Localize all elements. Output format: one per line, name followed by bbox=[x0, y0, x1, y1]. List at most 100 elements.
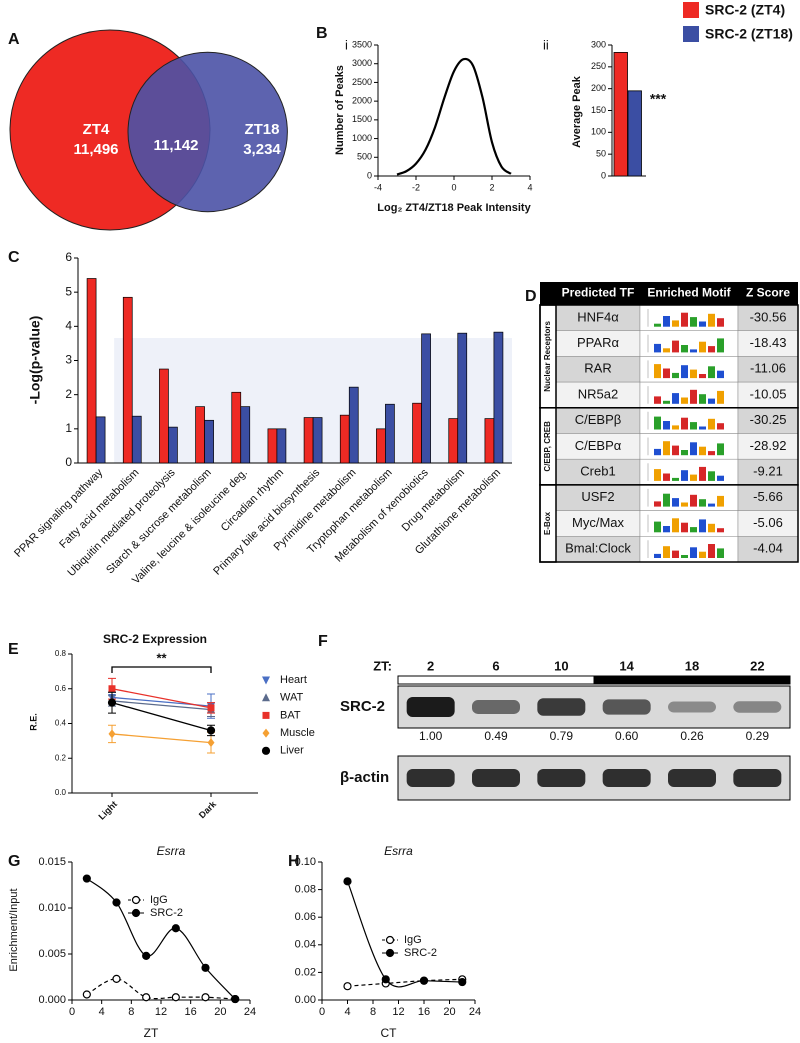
bar bbox=[484, 418, 495, 464]
marker bbox=[131, 895, 141, 905]
motif-logo bbox=[690, 317, 697, 327]
motif-logo bbox=[708, 418, 715, 430]
timepoint: 22 bbox=[750, 658, 764, 673]
motif-logo bbox=[654, 469, 661, 481]
motif-logo bbox=[708, 451, 715, 456]
motif-logo bbox=[672, 340, 679, 353]
marker bbox=[385, 948, 395, 958]
bar bbox=[122, 296, 133, 464]
motif-logo bbox=[717, 548, 724, 558]
tf-name: RAR bbox=[584, 361, 611, 376]
y-tick-label: 2 bbox=[65, 387, 72, 401]
density-line bbox=[396, 57, 512, 176]
motif-logo bbox=[654, 521, 661, 533]
blot-axis-label: ZT: bbox=[373, 658, 392, 673]
y-tick-label: 250 bbox=[591, 61, 606, 71]
motif-logo bbox=[708, 313, 715, 327]
motif-logo bbox=[708, 366, 715, 379]
band bbox=[668, 701, 716, 713]
table-cell bbox=[555, 536, 641, 563]
legend-label: SRC-2 (ZT18) bbox=[705, 26, 793, 42]
motif-logo bbox=[717, 318, 724, 327]
tf-name: USF2 bbox=[581, 489, 614, 504]
y-tick-label: 6 bbox=[65, 250, 72, 264]
marker bbox=[108, 729, 116, 739]
legend-swatch bbox=[683, 2, 699, 18]
y-tick-label: 0.010 bbox=[38, 902, 66, 914]
motif-logo bbox=[654, 448, 661, 456]
marker bbox=[207, 738, 215, 748]
motif-logo bbox=[699, 446, 706, 456]
motif-logo bbox=[690, 547, 697, 558]
table-cell bbox=[555, 484, 641, 511]
table-header bbox=[540, 282, 798, 305]
marker bbox=[107, 698, 117, 707]
motif-logo bbox=[663, 421, 670, 430]
motif-logo bbox=[681, 522, 688, 533]
sub-label: i bbox=[345, 37, 348, 52]
marker bbox=[108, 685, 116, 693]
panel-label: F bbox=[318, 633, 328, 650]
marker bbox=[262, 728, 270, 738]
table-cell bbox=[555, 330, 641, 357]
legend-label: Liver bbox=[280, 745, 304, 757]
z-score: -9.21 bbox=[753, 463, 783, 478]
motif-logo bbox=[663, 400, 670, 404]
venn-label: 3,234 bbox=[243, 141, 281, 158]
venn-label: 11,496 bbox=[73, 141, 118, 158]
motif-logo bbox=[708, 398, 715, 404]
motif-logo bbox=[717, 475, 724, 481]
series-line bbox=[111, 688, 212, 709]
x-tick-label: 4 bbox=[527, 182, 532, 192]
group-label: C/EBP, CREB bbox=[543, 421, 552, 472]
y-tick-label: 0 bbox=[65, 455, 72, 469]
motif-logo bbox=[699, 499, 706, 507]
timepoint: 18 bbox=[685, 658, 699, 673]
y-tick-label: 0.02 bbox=[295, 966, 316, 978]
legend-label: Heart bbox=[280, 674, 307, 686]
series-line bbox=[347, 978, 463, 987]
y-tick-label: 1000 bbox=[352, 133, 372, 143]
x-tick-label: Drug metabolism bbox=[400, 467, 467, 534]
x-tick-label: Light bbox=[96, 799, 119, 822]
motif-logo bbox=[654, 323, 661, 327]
marker bbox=[261, 746, 271, 755]
table-cell bbox=[555, 433, 641, 460]
motif-logo bbox=[663, 473, 670, 481]
marker bbox=[142, 951, 151, 960]
x-tick-label: Circadian rhythm bbox=[219, 467, 286, 534]
z-score: -10.05 bbox=[750, 386, 787, 401]
x-axis-label: Log₂ ZT4/ZT18 Peak Intensity bbox=[377, 202, 531, 214]
marker bbox=[385, 935, 395, 945]
marker bbox=[206, 726, 216, 735]
y-tick-label: 0.8 bbox=[55, 649, 67, 658]
motif-logo bbox=[708, 544, 715, 558]
chart-title: Esrra bbox=[157, 844, 186, 858]
marker bbox=[343, 982, 352, 991]
y-tick-label: 0.06 bbox=[295, 911, 316, 923]
y-axis-label: Number of Peaks bbox=[334, 65, 346, 155]
table-cell bbox=[737, 458, 799, 486]
motif-logo bbox=[690, 389, 697, 404]
x-tick-label: 8 bbox=[128, 1006, 134, 1018]
bar bbox=[339, 414, 350, 464]
light-bar bbox=[397, 675, 595, 685]
x-tick-label: -4 bbox=[374, 182, 382, 192]
marker bbox=[231, 994, 240, 1004]
marker bbox=[171, 993, 180, 1002]
y-axis-label: Average Peak bbox=[571, 75, 583, 148]
series-line bbox=[111, 700, 212, 711]
motif-logo bbox=[708, 503, 715, 507]
motif-logo bbox=[681, 502, 688, 507]
y-tick-label: 3500 bbox=[352, 39, 372, 49]
band-quantity: 0.60 bbox=[615, 729, 639, 743]
blot-row-label: β-actin bbox=[340, 769, 389, 786]
significance-bracket bbox=[111, 666, 212, 673]
motif-logo bbox=[663, 493, 670, 507]
bar bbox=[312, 417, 323, 464]
motif-logo bbox=[681, 345, 688, 353]
table-cell bbox=[639, 304, 739, 331]
marker bbox=[201, 963, 210, 972]
